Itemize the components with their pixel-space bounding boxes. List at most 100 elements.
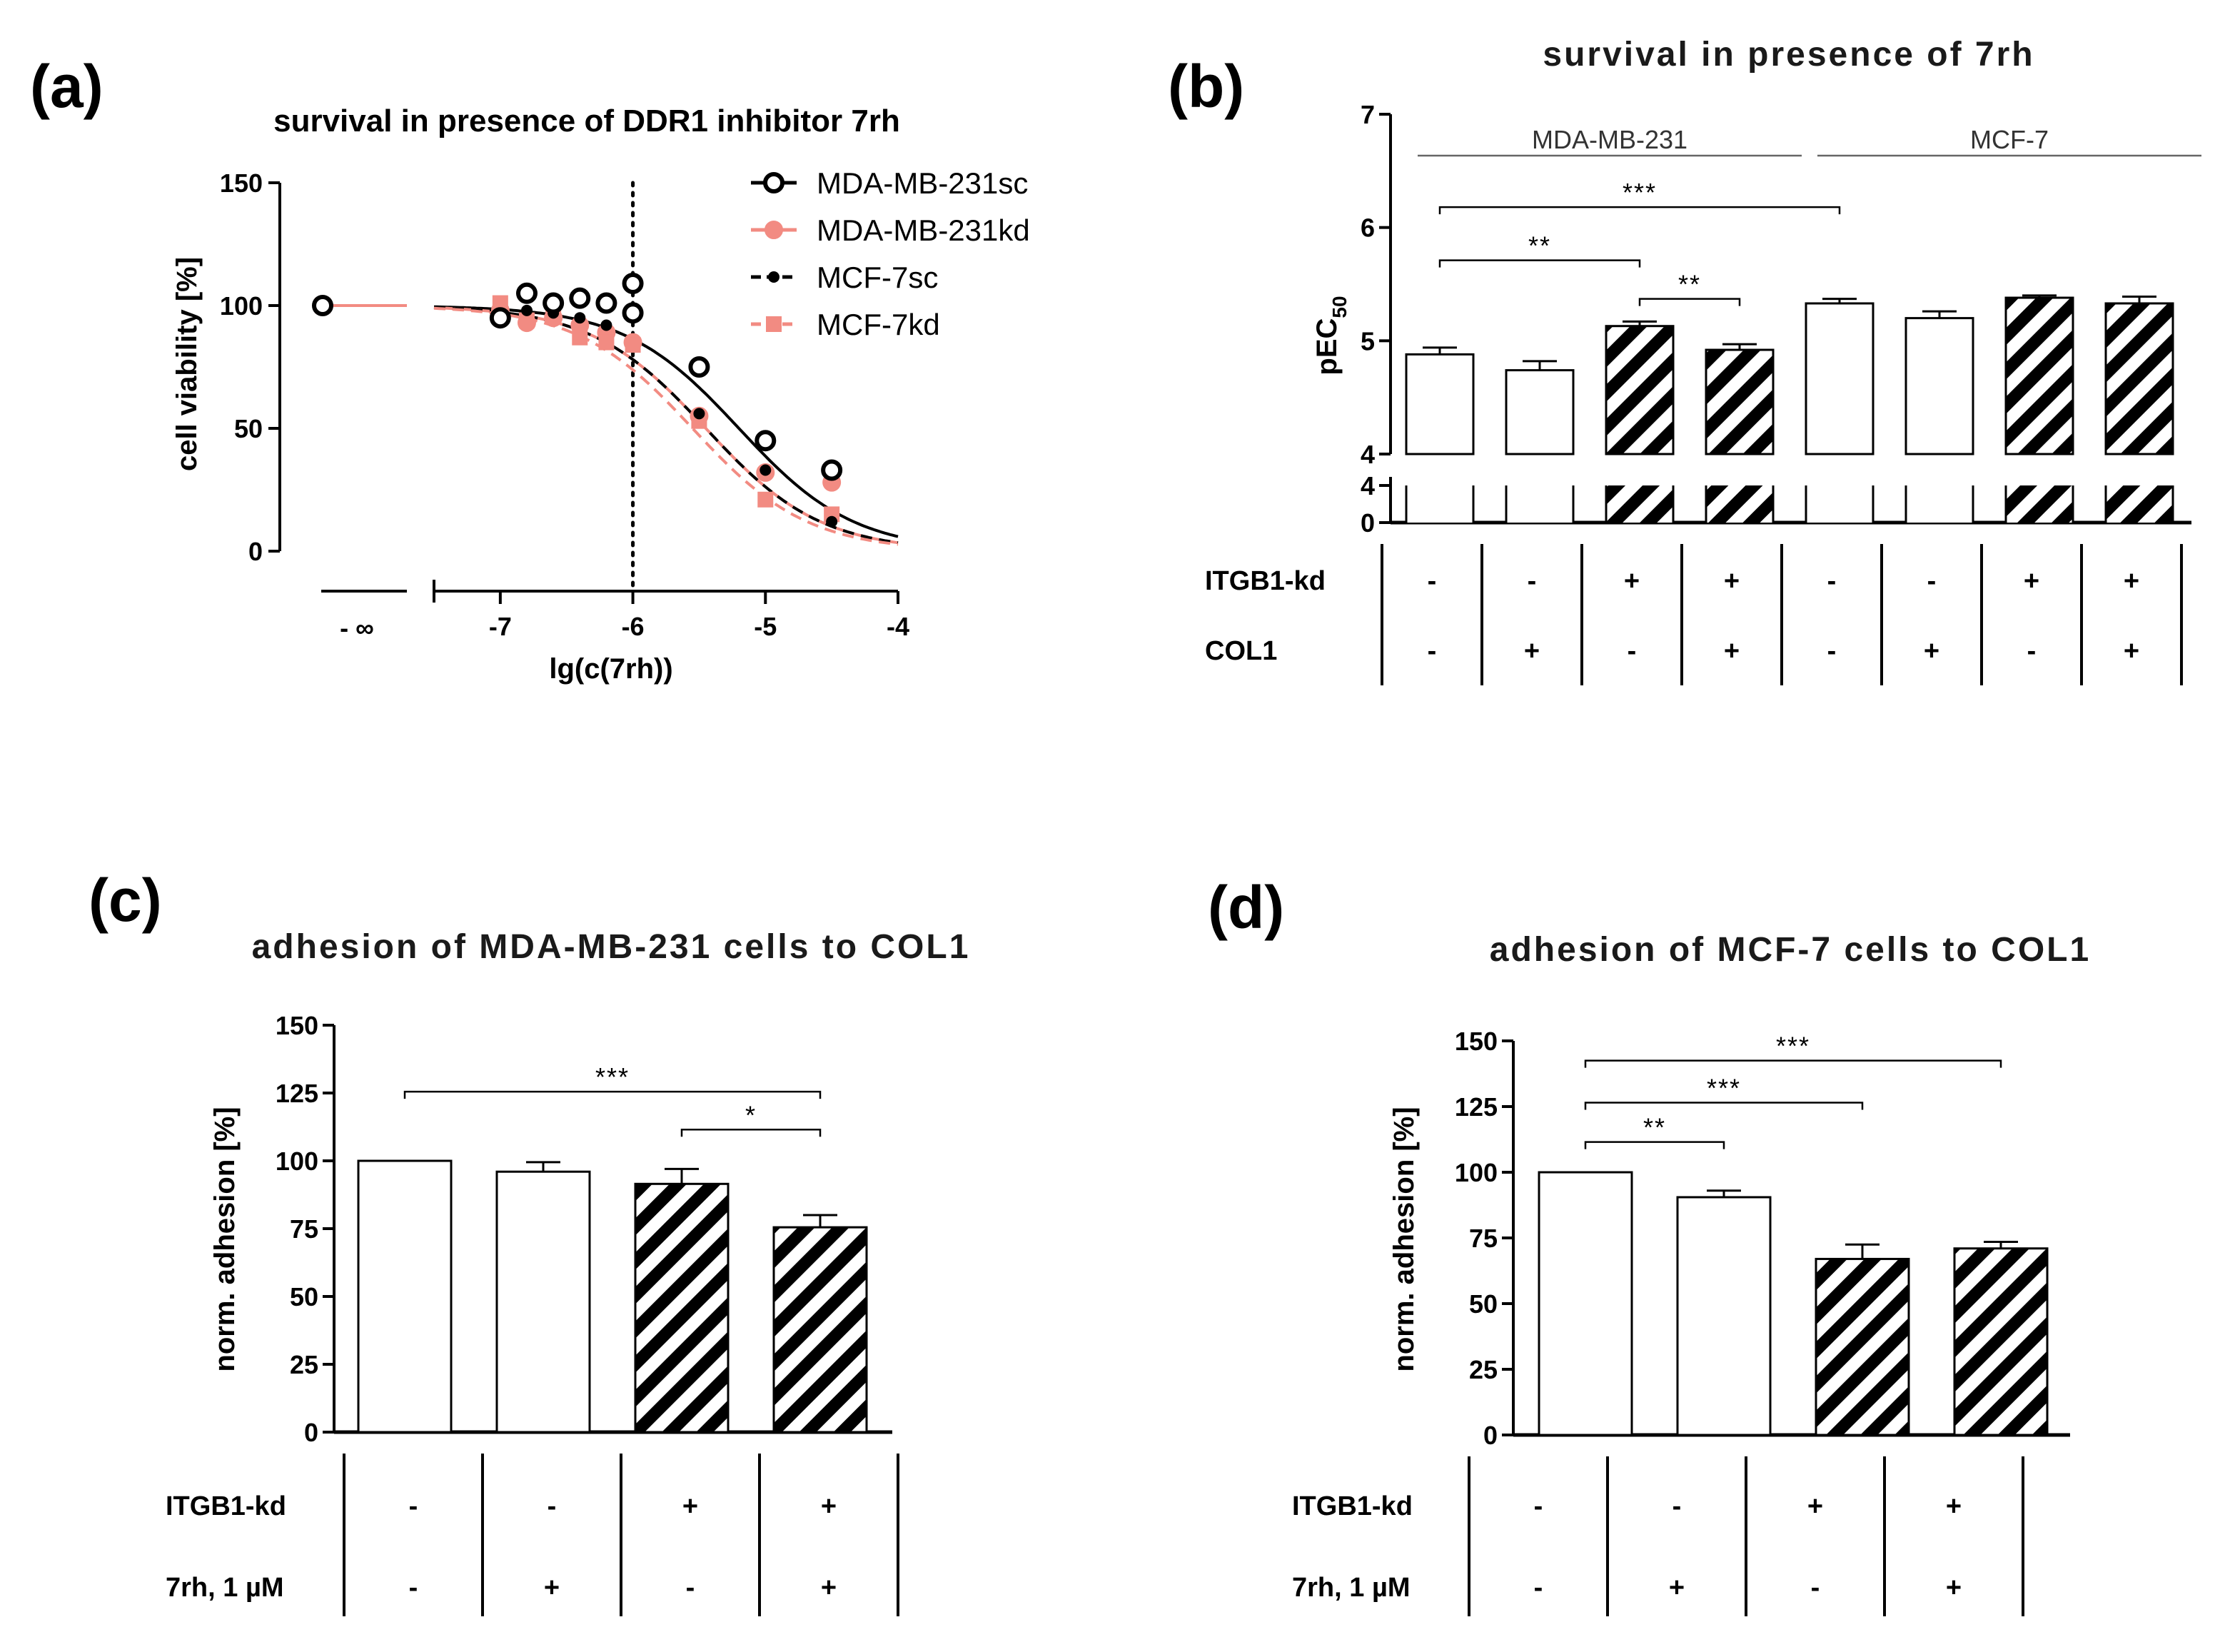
legend-label: MDA-MB-231kd bbox=[817, 213, 1030, 247]
x-tick-label: -4 bbox=[887, 612, 909, 641]
significance-bracket bbox=[1584, 1141, 1725, 1149]
condition-cell: - bbox=[2027, 636, 2037, 666]
condition-cell: + bbox=[1724, 636, 1740, 666]
condition-row-label: 7rh, 1 µM bbox=[1292, 1573, 1411, 1603]
y-tick-label: 150 bbox=[1455, 1027, 1498, 1056]
legend-label: MCF-7kd bbox=[817, 308, 940, 341]
panel-letter-c: (c) bbox=[89, 867, 162, 934]
bar bbox=[1805, 302, 1875, 455]
bar-lower-segment bbox=[1706, 485, 1773, 523]
condition-cell: - bbox=[1428, 566, 1437, 596]
panel-letter-d: (d) bbox=[1208, 874, 1284, 941]
condition-cell: - bbox=[1827, 566, 1837, 596]
data-point-MDA-MB-231sc bbox=[688, 356, 710, 378]
bar-lower-segment bbox=[1506, 485, 1573, 523]
panel-d-title: adhesion of MCF-7 cells to COL1 bbox=[1490, 931, 2091, 969]
significance-label: *** bbox=[1623, 178, 1657, 207]
panel-a-x-axis-label: lg(c(7rh)) bbox=[549, 653, 672, 685]
condition-row-label: ITGB1-kd bbox=[1205, 566, 1326, 596]
y-tick-label: 7 bbox=[1361, 100, 1375, 129]
y-tick-label: 100 bbox=[220, 291, 263, 321]
bar bbox=[1405, 353, 1475, 455]
condition-cell: + bbox=[2124, 566, 2139, 596]
condition-cell: - bbox=[1927, 566, 1937, 596]
bar bbox=[357, 1159, 453, 1434]
significance-bracket bbox=[1638, 298, 1741, 306]
y-tick-label: 100 bbox=[276, 1147, 318, 1176]
group-label: MDA-MB-231 bbox=[1532, 125, 1687, 154]
condition-cell: - bbox=[1428, 636, 1437, 666]
condition-cell: - bbox=[1827, 636, 1837, 666]
fit-curve-MDA-MB-231sc bbox=[433, 305, 899, 538]
x-tick-label: -7 bbox=[489, 612, 512, 641]
significance-label: *** bbox=[1707, 1073, 1741, 1102]
panel-c-title: adhesion of MDA-MB-231 cells to COL1 bbox=[252, 928, 971, 966]
y-tick-label: 150 bbox=[220, 168, 263, 198]
condition-cell: + bbox=[1669, 1573, 1685, 1603]
data-point-MCF-7sc bbox=[521, 304, 533, 316]
panel-b-y-axis-label-main: pEC bbox=[1311, 318, 1343, 376]
y-tick-label: 4 bbox=[1361, 471, 1375, 500]
bar bbox=[2004, 296, 2074, 455]
condition-cell: + bbox=[1524, 636, 1540, 666]
condition-cell: - bbox=[1534, 1573, 1543, 1603]
panel-a-title: survival in presence of DDR1 inhibitor 7… bbox=[273, 104, 900, 138]
data-point-MCF-7kd bbox=[572, 329, 588, 346]
data-point-MDA-MB-231sc bbox=[622, 302, 644, 324]
fit-curve-MCF-7sc bbox=[433, 306, 899, 545]
bar-lower-segment bbox=[1806, 485, 1873, 523]
condition-cell: + bbox=[821, 1491, 837, 1521]
y-tick-label: 50 bbox=[1469, 1289, 1498, 1319]
y-tick-label: 6 bbox=[1361, 213, 1375, 243]
condition-cell: + bbox=[1946, 1491, 1962, 1521]
y-tick-label: 5 bbox=[1361, 326, 1375, 356]
bar-lower-segment bbox=[1606, 485, 1673, 523]
significance-label: ** bbox=[1643, 1113, 1666, 1142]
condition-cell: - bbox=[409, 1573, 418, 1603]
condition-cell: + bbox=[682, 1491, 698, 1521]
panel-c-chart: adhesion of MDA-MB-231 cells to COL1 nor… bbox=[166, 928, 971, 1616]
condition-cell: - bbox=[409, 1491, 418, 1521]
data-point-MCF-7kd bbox=[519, 312, 535, 328]
bar bbox=[1904, 317, 1974, 455]
y-tick-label: 50 bbox=[290, 1282, 318, 1311]
significance-bracket bbox=[1438, 259, 1641, 268]
data-point-MCF-7sc bbox=[574, 312, 586, 324]
panel-a-chart: survival in presence of DDR1 inhibitor 7… bbox=[171, 104, 1030, 685]
data-point-MDA-MB-231sc bbox=[821, 459, 843, 481]
data-point-MCF-7kd bbox=[757, 491, 774, 508]
condition-row-label: ITGB1-kd bbox=[1292, 1491, 1413, 1521]
condition-cell: + bbox=[821, 1573, 837, 1603]
data-point-MDA-MB-231sc bbox=[595, 292, 617, 314]
condition-cell: + bbox=[1946, 1573, 1962, 1603]
y-tick-label: 100 bbox=[1455, 1158, 1498, 1187]
panel-letter-a: (a) bbox=[30, 53, 104, 120]
significance-label: * bbox=[745, 1100, 757, 1129]
significance-bracket bbox=[1584, 1102, 1864, 1110]
panel-b-title: survival in presence of 7rh bbox=[1543, 36, 2034, 74]
condition-row-label: 7rh, 1 µM bbox=[166, 1573, 284, 1603]
panel-d-chart: adhesion of MCF-7 cells to COL1 norm. ad… bbox=[1292, 931, 2091, 1616]
panel-b-y-axis-label-sub: 50 bbox=[1328, 296, 1351, 318]
bar-lower-segment bbox=[1906, 485, 1973, 523]
y-tick-label: 125 bbox=[276, 1079, 318, 1108]
x-tick-label: -5 bbox=[754, 612, 777, 641]
y-tick-label: 75 bbox=[290, 1214, 318, 1244]
bar bbox=[1505, 369, 1575, 455]
bar bbox=[1705, 348, 1775, 455]
panel-d-y-axis-label: norm. adhesion [%] bbox=[1388, 1107, 1420, 1371]
significance-label: ** bbox=[1678, 270, 1701, 299]
significance-bracket bbox=[403, 1090, 822, 1099]
significance-label: *** bbox=[595, 1062, 630, 1092]
panel-c-y-axis-label: norm. adhesion [%] bbox=[209, 1107, 241, 1371]
panel-a-y-axis-label: cell viability [%] bbox=[171, 257, 203, 471]
data-point-MCF-7sc bbox=[826, 515, 838, 528]
fit-curve-MCF-7kd bbox=[433, 306, 899, 546]
condition-row-label: COL1 bbox=[1205, 636, 1277, 666]
condition-cell: + bbox=[1624, 566, 1640, 596]
data-point-MDA-MB-231sc bbox=[516, 282, 538, 304]
significance-bracket bbox=[1438, 206, 1841, 215]
condition-cell: - bbox=[1811, 1573, 1820, 1603]
bar bbox=[1815, 1257, 1910, 1436]
group-label: MCF-7 bbox=[1970, 125, 2049, 154]
